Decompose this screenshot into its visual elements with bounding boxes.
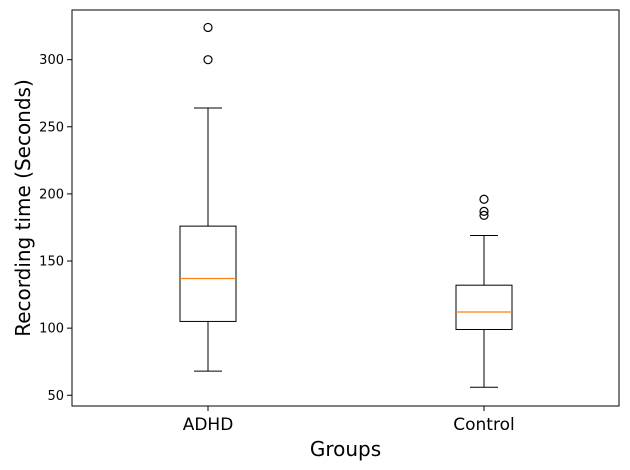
- plot-frame: [71, 9, 620, 407]
- y-axis-title: Recording time (Seconds): [11, 79, 35, 337]
- y-tick-label: 200: [39, 187, 64, 202]
- box-series: [179, 22, 513, 388]
- y-tick-label: 100: [39, 322, 64, 337]
- x-axis-ticks: ADHD Control: [183, 406, 515, 435]
- box-adhd: [179, 22, 237, 372]
- outlier-point: [203, 22, 213, 33]
- y-tick-label: 250: [39, 120, 64, 135]
- y-tick-label: 50: [47, 389, 64, 404]
- box-control: [455, 194, 513, 388]
- y-tick-label: 150: [39, 255, 64, 270]
- x-tick-label-adhd: ADHD: [183, 415, 234, 435]
- outlier-point: [203, 55, 213, 65]
- outlier-point: [479, 210, 489, 220]
- x-tick-label-control: Control: [453, 415, 514, 435]
- outlier-point: [479, 194, 489, 204]
- y-axis-ticks: 50 100 150 200 250 300: [39, 53, 72, 404]
- iqr-box: [179, 225, 237, 322]
- outlier-point: [479, 206, 489, 216]
- iqr-box: [455, 284, 513, 330]
- y-tick-label: 300: [39, 53, 64, 68]
- x-axis-title: Groups: [310, 437, 381, 461]
